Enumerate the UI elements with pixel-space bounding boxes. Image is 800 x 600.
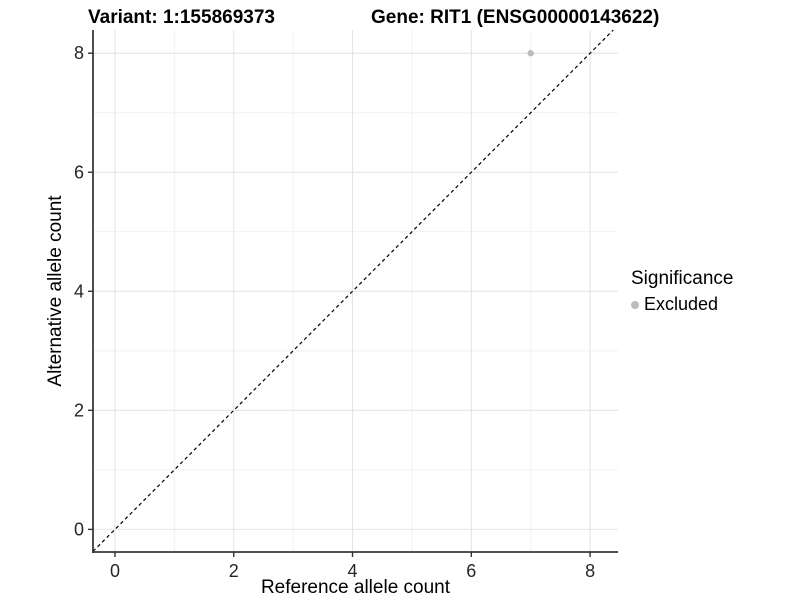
legend-entry: Excluded bbox=[631, 294, 733, 315]
variant-title: Variant: 1:155869373 bbox=[88, 7, 275, 28]
y-tick-label: 6 bbox=[74, 162, 84, 182]
x-tick-label: 6 bbox=[466, 561, 476, 581]
identity-line bbox=[92, 29, 614, 552]
x-tick-label: 0 bbox=[110, 561, 120, 581]
x-axis-title: Reference allele count bbox=[260, 577, 451, 598]
legend-title: Significance bbox=[631, 268, 734, 289]
gene-title: Gene: RIT1 (ENSG00000143622) bbox=[371, 7, 660, 28]
data-point bbox=[527, 50, 534, 57]
legend-point-icon bbox=[631, 300, 639, 309]
x-tick-label: 2 bbox=[229, 561, 239, 581]
legend-entry-label: Excluded bbox=[644, 294, 719, 314]
y-tick-label: 0 bbox=[74, 519, 84, 539]
x-tick-label: 8 bbox=[585, 561, 595, 581]
y-axis-title: Alternative allele count bbox=[45, 195, 66, 387]
x-tick-label: 4 bbox=[348, 561, 358, 581]
legend: Significance Excluded bbox=[631, 268, 733, 315]
y-tick-label: 2 bbox=[74, 400, 84, 420]
y-tick-label: 8 bbox=[74, 43, 84, 63]
y-tick-label: 4 bbox=[74, 281, 84, 301]
